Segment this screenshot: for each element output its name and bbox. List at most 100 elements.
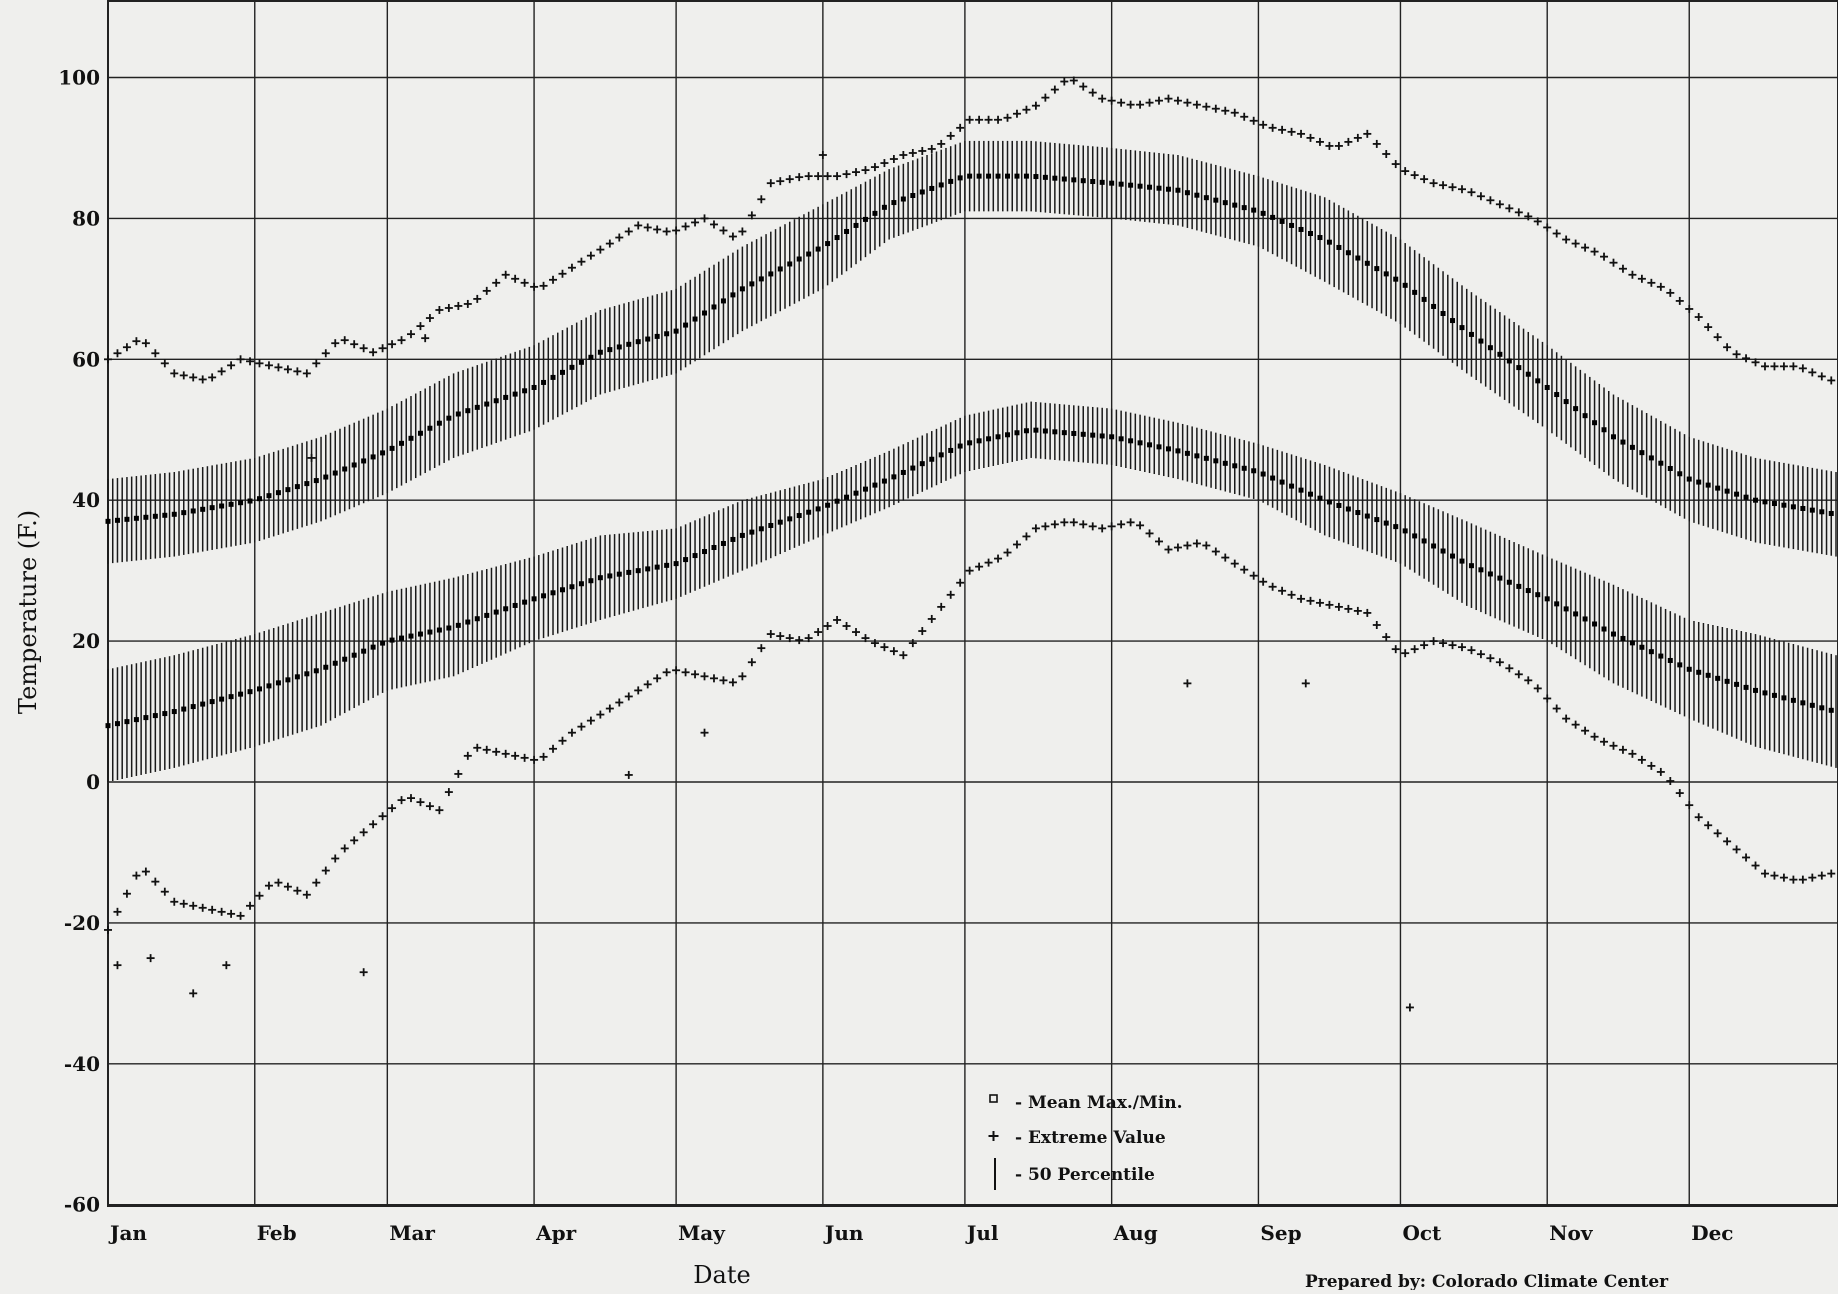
extreme-marker [520,753,529,762]
extreme-marker [880,643,889,652]
mean-marker [957,443,963,449]
mean-marker [190,704,196,710]
mean-marker [1023,173,1029,179]
extreme-marker [1268,582,1277,591]
mean-marker [900,196,906,202]
mean-marker [853,222,859,228]
extreme-marker [728,678,737,687]
mean-marker [465,619,471,625]
mean-marker [531,596,537,602]
extreme-marker [1685,801,1694,810]
mean-marker [1118,436,1124,442]
extreme-marker [283,365,292,374]
mean-marker [1592,621,1598,627]
mean-marker [1364,260,1370,266]
extreme-marker [146,954,155,963]
extreme-marker [1306,133,1315,142]
mean-marker [1781,502,1787,508]
extreme-marker [1723,837,1732,846]
mean-marker [1260,471,1266,477]
mean-marker [1440,548,1446,554]
extreme-marker [889,155,898,164]
extreme-marker [861,634,870,643]
mean-marker [900,469,906,475]
extreme-marker [179,899,188,908]
mean-marker [152,713,158,719]
extreme-marker [1675,296,1684,305]
mean-marker [1307,230,1313,236]
mean-marker [787,516,793,522]
mean-marker [967,440,973,446]
mean-marker [1052,429,1058,435]
extreme-marker [113,349,122,358]
mean-marker [342,656,348,662]
mean-marker [399,440,405,446]
mean-marker [1771,501,1777,507]
extreme-marker [823,622,832,631]
extreme-marker [340,844,349,853]
mean-marker [143,514,149,520]
extreme-marker [852,628,861,637]
mean-marker [1071,430,1077,436]
extreme-marker [880,159,889,168]
extreme-marker [1524,676,1533,685]
extreme-marker [1590,732,1599,741]
extreme-marker [331,339,340,348]
extreme-marker [1457,643,1466,652]
mean-marker [1724,488,1730,494]
mean-marker [484,401,490,407]
extreme-marker [1173,543,1182,552]
mean-marker [1440,311,1446,317]
mean-marker [1042,428,1048,434]
extreme-marker [236,355,245,364]
mean-marker [1667,657,1673,663]
extreme-marker [577,257,586,266]
mean-marker [578,359,584,365]
mean-marker [739,532,745,538]
extreme-marker [1405,1003,1414,1012]
extreme-marker [198,903,207,912]
extreme-marker [1827,376,1836,385]
mean-marker [1610,631,1616,637]
mean-marker [342,466,348,472]
mean-marker [881,204,887,210]
mean-marker [181,706,187,712]
mean-marker [219,503,225,509]
mean-marker [796,256,802,262]
extreme-marker [1401,649,1410,658]
mean-marker [1573,406,1579,412]
extreme-marker [1315,598,1324,607]
extreme-marker [1514,670,1523,679]
extreme-marker [1476,192,1485,201]
mean-marker [768,271,774,277]
extreme-marker [530,282,539,291]
mean-marker [1734,681,1740,687]
extreme-marker [700,728,709,737]
extreme-marker [672,666,681,675]
mean-marker [550,374,556,380]
extreme-marker [691,218,700,227]
extreme-marker [1457,185,1466,194]
mean-marker [834,235,840,241]
extreme-marker [293,886,302,895]
mean-marker [1005,173,1011,179]
extreme-marker [956,123,965,132]
mean-marker [559,369,565,375]
mean-marker [891,200,897,206]
extreme-marker [227,909,236,918]
mean-marker [1753,497,1759,503]
extreme-marker [662,227,671,236]
extreme-marker [567,263,576,272]
extreme-marker [359,968,368,977]
extreme-marker [397,796,406,805]
extreme-marker [1618,745,1627,754]
extreme-marker [1221,553,1230,562]
extreme-marker [804,634,813,643]
mean-marker [1525,371,1531,377]
mean-marker [919,189,925,195]
x-tick-label: Apr [535,1221,577,1245]
mean-marker [1762,499,1768,505]
mean-marker [1506,579,1512,585]
extreme-marker [1552,229,1561,238]
mean-marker [777,266,783,272]
